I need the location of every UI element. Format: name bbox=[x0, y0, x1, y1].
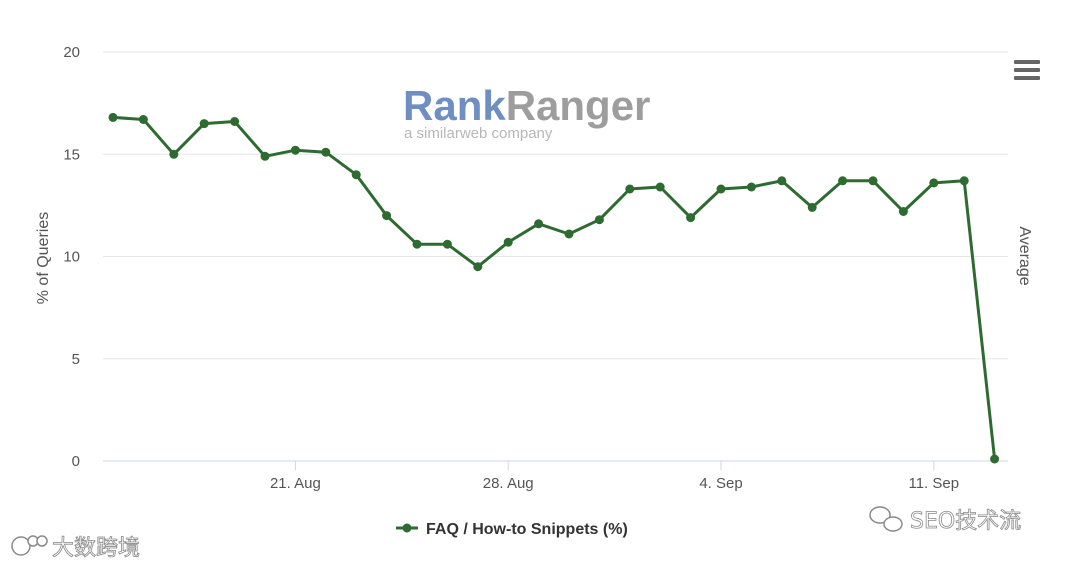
data-point[interactable] bbox=[990, 454, 1000, 464]
weibo-logo-icon bbox=[11, 535, 48, 556]
data-point[interactable] bbox=[442, 239, 452, 249]
data-point[interactable] bbox=[108, 112, 118, 122]
secondary-axis-title: Average bbox=[1016, 226, 1033, 285]
footer-right-watermark: SEO技术流 bbox=[869, 506, 1022, 534]
data-point[interactable] bbox=[351, 170, 361, 180]
data-point[interactable] bbox=[898, 207, 908, 216]
watermark-tagline: a similarweb company bbox=[404, 125, 553, 142]
footer-right-text: SEO技术流 bbox=[910, 509, 1021, 534]
x-axis: 21. Aug 28. Aug 4. Sep 11. Sep bbox=[103, 460, 1008, 492]
data-point[interactable] bbox=[594, 215, 604, 225]
watermark-brand-rank: Rank bbox=[403, 82, 506, 129]
data-point[interactable] bbox=[838, 176, 848, 186]
y-tick-label: 20 bbox=[63, 44, 80, 61]
data-point[interactable] bbox=[412, 239, 422, 249]
data-point[interactable] bbox=[260, 151, 270, 161]
data-point[interactable] bbox=[868, 176, 878, 186]
data-point[interactable] bbox=[503, 237, 513, 247]
data-point[interactable] bbox=[807, 202, 817, 212]
data-point[interactable] bbox=[959, 176, 969, 186]
footer-left-text: 大数跨境 bbox=[52, 536, 140, 561]
y-tick-label: 15 bbox=[63, 146, 80, 163]
legend-marker-symbol bbox=[402, 523, 412, 533]
y-axis-ticks: 0 5 10 15 20 bbox=[63, 44, 80, 470]
x-tick-label: 28. Aug bbox=[483, 475, 534, 492]
y-tick-label: 0 bbox=[72, 453, 80, 470]
data-point[interactable] bbox=[138, 115, 148, 124]
legend-item-faq-howto[interactable]: FAQ / How-to Snippets (%) bbox=[396, 521, 628, 538]
series-faq-howto bbox=[108, 112, 1000, 464]
chart-menu-button[interactable] bbox=[1010, 56, 1044, 86]
x-tick-label: 21. Aug bbox=[270, 475, 321, 492]
y-tick-label: 5 bbox=[72, 351, 80, 368]
data-point[interactable] bbox=[169, 149, 179, 159]
data-point[interactable] bbox=[686, 213, 696, 223]
data-point[interactable] bbox=[625, 184, 635, 194]
data-point[interactable] bbox=[321, 147, 331, 157]
data-point[interactable] bbox=[929, 178, 939, 188]
data-point[interactable] bbox=[655, 182, 665, 192]
data-point[interactable] bbox=[534, 219, 544, 229]
svg-text:RankRanger: RankRanger bbox=[403, 82, 650, 129]
grid-lines bbox=[103, 51, 1008, 360]
data-point[interactable] bbox=[564, 229, 574, 239]
rankranger-watermark: RankRanger a similarweb company bbox=[403, 82, 650, 142]
hamburger-menu-icon bbox=[1014, 60, 1040, 80]
x-tick-label: 4. Sep bbox=[699, 475, 742, 492]
data-point[interactable] bbox=[746, 182, 756, 192]
series-line bbox=[112, 115, 997, 460]
legend-label: FAQ / How-to Snippets (%) bbox=[426, 521, 628, 538]
data-point[interactable] bbox=[199, 119, 209, 129]
data-point[interactable] bbox=[230, 117, 240, 126]
data-point[interactable] bbox=[777, 176, 787, 186]
footer-left-watermark: 大数跨境 bbox=[11, 535, 140, 561]
y-axis-title: % of Queries bbox=[35, 212, 52, 304]
data-point[interactable] bbox=[382, 211, 392, 221]
data-point[interactable] bbox=[290, 145, 300, 155]
data-point[interactable] bbox=[716, 184, 726, 194]
data-point[interactable] bbox=[473, 262, 483, 272]
y-tick-label: 10 bbox=[63, 249, 80, 266]
x-tick-label: 11. Sep bbox=[908, 475, 959, 492]
watermark-brand-ranger: Ranger bbox=[506, 82, 651, 129]
wechat-logo-icon bbox=[869, 506, 903, 532]
